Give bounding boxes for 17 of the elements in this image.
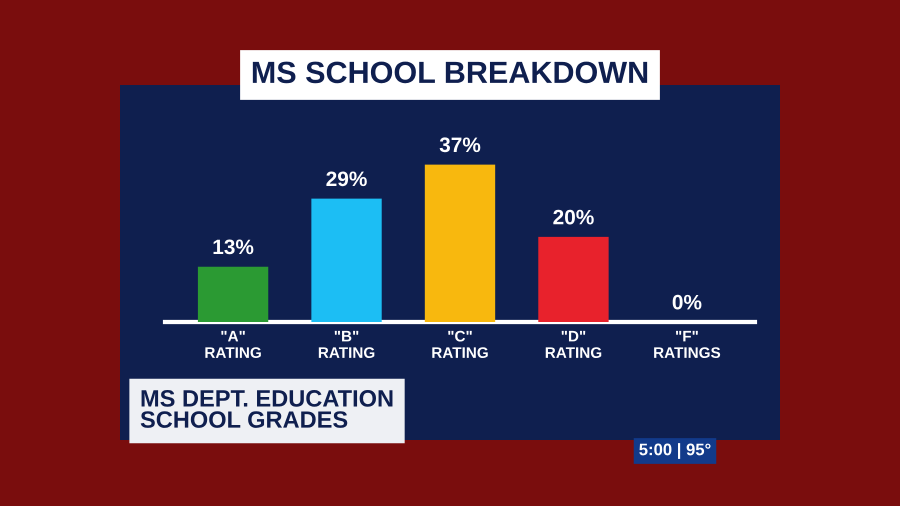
bar bbox=[311, 198, 382, 322]
x-tick-label: "C" RATING bbox=[432, 330, 488, 358]
x-tick-label: "A" RATING bbox=[205, 330, 261, 358]
x-tick-label: "B" RATING bbox=[318, 330, 374, 358]
text: 5:00 | 95° bbox=[639, 443, 711, 459]
x-tick-label: "D" RATING bbox=[546, 330, 602, 358]
bar bbox=[198, 266, 268, 322]
data-label: 0% bbox=[672, 294, 702, 310]
bar bbox=[424, 164, 496, 322]
data-label: 29% bbox=[326, 171, 367, 186]
x-tick-label: "F" RATINGS bbox=[654, 330, 720, 358]
text: MS DEPT. EDUCATION SCHOOL GRADES bbox=[140, 390, 392, 428]
data-label: 13% bbox=[214, 240, 254, 254]
chart-title: MS SCHOOL BREAKDOWN bbox=[252, 62, 648, 84]
bar bbox=[538, 236, 609, 322]
data-label: 37% bbox=[440, 137, 480, 152]
data-label: 20% bbox=[553, 210, 594, 224]
